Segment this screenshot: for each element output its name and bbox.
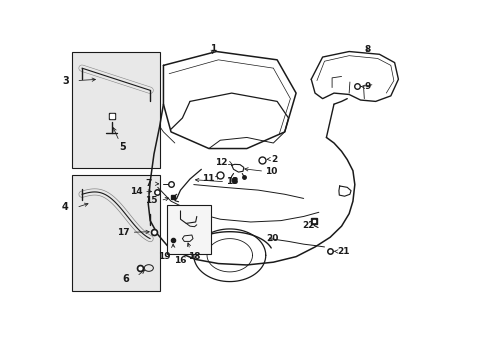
Text: 18: 18 <box>188 252 200 261</box>
Text: 14: 14 <box>130 187 142 196</box>
Text: 22: 22 <box>301 221 314 230</box>
Text: 13: 13 <box>225 177 238 186</box>
Bar <box>167 205 210 254</box>
Text: 16: 16 <box>174 256 186 265</box>
Text: 2: 2 <box>271 154 277 163</box>
Text: 17: 17 <box>117 228 129 237</box>
Text: 10: 10 <box>264 167 277 176</box>
Text: 4: 4 <box>62 202 68 212</box>
Text: 19: 19 <box>158 252 171 261</box>
Text: 8: 8 <box>364 45 370 54</box>
Text: 12: 12 <box>214 158 226 167</box>
Text: 5: 5 <box>120 141 126 152</box>
Bar <box>72 51 159 168</box>
Text: 6: 6 <box>122 274 128 284</box>
Text: 21: 21 <box>336 247 349 256</box>
Bar <box>72 175 159 291</box>
Text: 7: 7 <box>145 179 152 188</box>
Text: 3: 3 <box>62 76 68 86</box>
Text: 15: 15 <box>145 196 158 205</box>
Text: 1: 1 <box>209 44 215 53</box>
Text: 9: 9 <box>364 82 370 91</box>
Text: 11: 11 <box>202 174 214 183</box>
Text: 20: 20 <box>266 234 278 243</box>
